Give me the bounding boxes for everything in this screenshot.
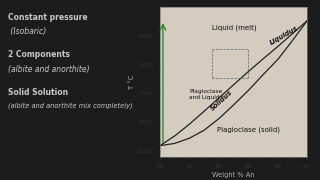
- Text: (Isobaric): (Isobaric): [8, 27, 46, 36]
- Text: Constant pressure: Constant pressure: [8, 13, 87, 22]
- Text: (albite and anorthite): (albite and anorthite): [8, 65, 89, 74]
- Text: Solid Solution: Solid Solution: [8, 88, 68, 97]
- Text: Liquidus: Liquidus: [269, 25, 300, 46]
- X-axis label: Weight % An: Weight % An: [212, 172, 255, 178]
- Text: 1118: 1118: [144, 146, 157, 151]
- Text: Plagioclase
and Liquid: Plagioclase and Liquid: [189, 89, 223, 100]
- Text: Plagioclase (solid): Plagioclase (solid): [217, 126, 280, 132]
- Text: 2 Components: 2 Components: [8, 50, 69, 59]
- Text: Solidus: Solidus: [210, 89, 234, 112]
- Y-axis label: T °C: T °C: [129, 75, 135, 89]
- Text: (albite and anorthite mix completely): (albite and anorthite mix completely): [8, 103, 132, 109]
- Text: Liquid (melt): Liquid (melt): [212, 24, 256, 31]
- Text: 1553: 1553: [312, 18, 320, 23]
